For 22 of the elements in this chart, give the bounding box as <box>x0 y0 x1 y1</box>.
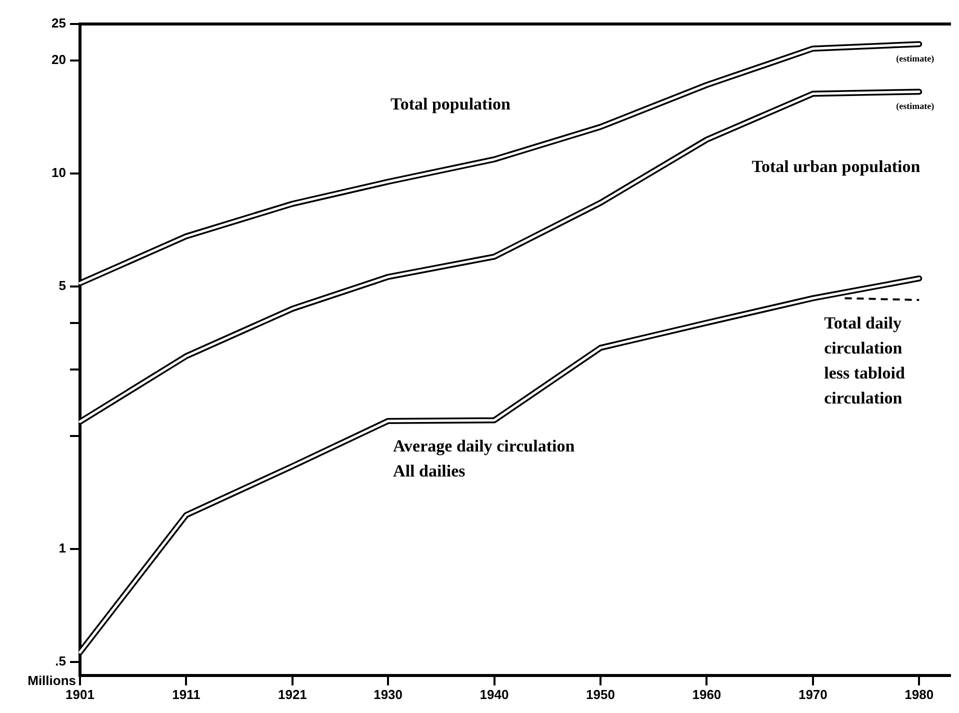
x-tick-label: 1970 <box>798 686 828 702</box>
y-tick-label: 25 <box>52 16 66 31</box>
annotation: (estimate) <box>896 53 934 64</box>
y-tick-label: 1 <box>58 540 66 556</box>
x-tick-label: 1950 <box>586 686 615 702</box>
x-tick-label: 1930 <box>374 686 402 702</box>
x-tick-label: 1980 <box>904 686 934 702</box>
series-label: Total urban population <box>752 157 921 176</box>
x-tick-label: 1960 <box>692 686 722 702</box>
y-tick-label: 20 <box>52 52 66 67</box>
annotation: (estimate) <box>896 101 934 112</box>
x-tick-label: 1911 <box>172 686 200 702</box>
series-label: Total daily circulation less tabloid circulation <box>824 313 906 408</box>
y-tick-label: 10 <box>52 164 66 180</box>
text: Total population <box>390 94 511 114</box>
x-tick-label: 1921 <box>278 686 307 702</box>
x-tick-label: 1940 <box>480 686 509 702</box>
series-label: Average daily circulation All dailies <box>393 436 576 480</box>
x-tick-label: 1901 <box>66 686 94 702</box>
y-tick-label: 5 <box>58 278 66 293</box>
y-axis-title: Millions <box>28 672 76 688</box>
y-tick-label: .5 <box>55 653 66 668</box>
